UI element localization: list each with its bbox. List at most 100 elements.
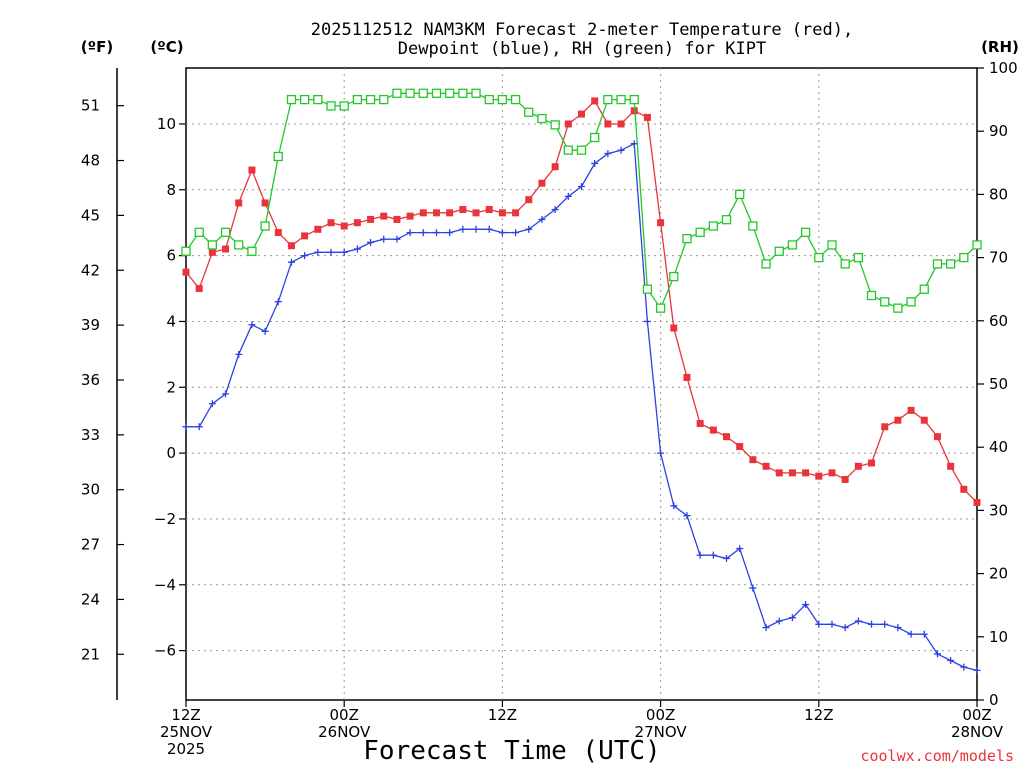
x-tick-label: 2025	[167, 740, 205, 758]
dewpoint-point	[551, 206, 559, 214]
2-meter-temperature-point	[182, 268, 190, 276]
plot-frame	[185, 67, 978, 701]
dewpoint-point	[617, 146, 625, 154]
dewpoint-point	[670, 502, 678, 510]
2-meter-temperature-point	[301, 232, 309, 240]
dewpoint-point	[287, 258, 295, 266]
celsius-tick-label: −6	[154, 642, 176, 660]
dewpoint-point	[301, 252, 309, 260]
rh-point	[655, 303, 666, 313]
dewpoint-point	[630, 140, 638, 148]
rh-tick-label: 60	[989, 312, 1008, 330]
rh-point	[339, 101, 349, 111]
dewpoint-point	[960, 663, 968, 671]
2-meter-temperature-point	[512, 209, 520, 217]
dewpoint-point	[512, 229, 520, 237]
rh-unit-label: (RH)	[981, 38, 1019, 56]
source-credit: coolwx.com/models	[860, 747, 1014, 765]
2-meter-temperature-point	[419, 209, 427, 217]
dewpoint-point	[195, 423, 203, 431]
rh-tick-label: 0	[989, 691, 999, 709]
dewpoint-point	[683, 512, 691, 520]
rh-point	[352, 94, 363, 105]
rh-point	[537, 113, 547, 124]
rh-point	[761, 259, 771, 269]
x-tick-label: 25NOV	[160, 723, 213, 741]
rh-tick-label: 30	[989, 501, 1008, 519]
x-tick-label: 00Z	[646, 706, 675, 724]
dewpoint-point	[472, 225, 480, 233]
dewpoint-point	[432, 229, 440, 237]
2-meter-temperature-point	[854, 462, 862, 470]
2-meter-temperature-point	[485, 206, 493, 214]
fahrenheit-tick-label: 24	[81, 590, 100, 608]
dewpoint-point	[525, 225, 533, 233]
2-meter-temperature-point	[696, 420, 704, 427]
dewpoint-point	[920, 630, 928, 638]
rh-tick-label: 90	[989, 122, 1008, 140]
2-meter-temperature-point	[380, 212, 388, 220]
rh-point	[576, 145, 587, 155]
2-meter-temperature-point	[261, 199, 269, 207]
rh-tick-label: 20	[989, 565, 1008, 583]
gridlines	[186, 68, 977, 700]
x-tick-label: 12Z	[804, 706, 833, 724]
rh-point	[220, 227, 231, 237]
rh-point	[840, 259, 850, 269]
rh-point	[800, 227, 811, 237]
2-meter-temperature-point	[736, 443, 744, 451]
dewpoint-point	[353, 245, 361, 253]
rh-point	[445, 88, 455, 98]
rh-point	[286, 94, 297, 105]
rh-point	[906, 297, 916, 307]
rh-point	[181, 246, 191, 256]
dewpoint-point	[643, 317, 651, 325]
fahrenheit-tick-label: 33	[81, 426, 100, 444]
x-tick-label: 12Z	[171, 706, 200, 724]
rh-point	[827, 240, 837, 250]
x-tick-label: 12Z	[488, 706, 517, 724]
rh-point	[431, 88, 442, 98]
rh-point	[458, 88, 468, 98]
fahrenheit-tick-label: 39	[81, 316, 100, 334]
2-meter-temperature-point	[947, 462, 955, 470]
dewpoint-point	[274, 298, 282, 306]
dewpoint-point	[947, 657, 955, 664]
dewpoint-point	[261, 327, 269, 335]
2-meter-temperature-point	[353, 219, 361, 227]
rh-point	[629, 94, 639, 105]
celsius-tick-label: −4	[154, 576, 176, 594]
2-meter-temperature-line	[185, 99, 978, 503]
rh-point	[471, 88, 481, 98]
dewpoint-point	[367, 238, 375, 246]
rh-point	[603, 94, 613, 105]
rh-point	[972, 240, 982, 250]
2-meter-temperature-point	[802, 469, 810, 477]
chart-title-line-2: Dewpoint (blue), RH (green) for KIPT	[398, 39, 766, 59]
2-meter-temperature-point	[670, 324, 678, 332]
2-meter-temperature-point	[287, 242, 295, 250]
rh-point	[893, 303, 903, 313]
rh-tick-label: 80	[989, 185, 1008, 203]
dewpoint-point	[841, 624, 849, 632]
rh-point	[379, 94, 389, 105]
rh-point	[695, 227, 705, 237]
data-series	[181, 88, 982, 674]
2-meter-temperature-point	[683, 373, 691, 381]
2-meter-temperature-point	[762, 462, 770, 470]
rh-point	[959, 252, 969, 263]
dewpoint-point	[933, 650, 941, 658]
rh-point	[721, 215, 732, 225]
2-meter-temperature-point	[657, 219, 665, 227]
dewpoint-point	[380, 235, 388, 243]
rh-point	[326, 101, 336, 111]
dewpoint-point	[828, 620, 836, 628]
dewpoint-point	[881, 620, 889, 628]
dewpoint-point	[393, 235, 401, 243]
rh-tick-label: 100	[989, 59, 1018, 77]
dewpoint-point	[657, 449, 665, 457]
chart-title-line-1: 2025112512 NAM3KM Forecast 2-meter Tempe…	[311, 20, 853, 40]
2-meter-temperature-point	[894, 416, 902, 424]
celsius-tick-label: 6	[166, 247, 176, 265]
